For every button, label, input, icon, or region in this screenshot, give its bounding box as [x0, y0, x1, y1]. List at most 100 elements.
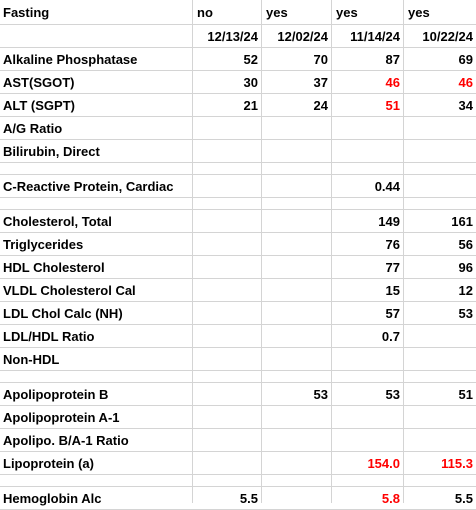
value-cell[interactable] [193, 279, 261, 301]
value-cell[interactable]: 21 [243, 97, 258, 113]
value-cell[interactable] [262, 429, 331, 451]
table-row[interactable]: VLDL Cholesterol Cal 15 12 [0, 279, 476, 302]
value-cell[interactable] [404, 140, 476, 162]
value-cell[interactable] [262, 348, 331, 370]
value-cell[interactable]: 69 [458, 51, 473, 67]
value-cell[interactable] [404, 175, 476, 197]
table-row[interactable]: A/G Ratio [0, 117, 476, 140]
fasting-status-cell[interactable]: yes [408, 4, 430, 20]
date-row[interactable]: 12/13/24 12/02/24 11/14/24 10/22/24 [0, 25, 476, 48]
value-cell[interactable]: 0.44 [374, 178, 400, 194]
table-row[interactable]: HDL Cholesterol 77 96 [0, 256, 476, 279]
value-cell[interactable] [193, 302, 261, 324]
spacer-row[interactable] [0, 371, 476, 383]
value-cell[interactable] [262, 256, 331, 278]
value-cell[interactable] [193, 383, 261, 405]
value-cell[interactable] [193, 256, 261, 278]
value-cell[interactable]: 34 [458, 97, 473, 113]
value-cell[interactable] [193, 406, 261, 428]
flagged-value-cell[interactable]: 46 [458, 74, 473, 90]
value-cell[interactable]: 53 [313, 386, 328, 402]
value-cell[interactable]: 96 [458, 259, 473, 275]
value-cell[interactable] [262, 302, 331, 324]
value-cell[interactable] [193, 117, 261, 139]
test-name-cell[interactable]: Apolipoprotein B [3, 386, 109, 402]
fasting-label[interactable]: Fasting [3, 4, 50, 20]
value-cell[interactable] [404, 348, 476, 370]
value-cell[interactable] [193, 325, 261, 347]
value-cell[interactable] [193, 175, 261, 197]
value-cell[interactable] [193, 210, 261, 232]
table-row[interactable]: LDL Chol Calc (NH) 57 53 [0, 302, 476, 325]
table-row[interactable]: AST(SGOT) 30 37 46 46 [0, 71, 476, 94]
fasting-status-cell[interactable]: no [197, 4, 213, 20]
value-cell[interactable] [193, 429, 261, 451]
spacer-row[interactable] [0, 198, 476, 210]
value-cell[interactable] [404, 325, 476, 347]
flagged-value-cell[interactable]: 51 [385, 97, 400, 113]
value-cell[interactable] [262, 175, 331, 197]
table-row[interactable]: Cholesterol, Total 149 161 [0, 210, 476, 233]
value-cell[interactable]: 5.5 [239, 490, 258, 506]
value-cell[interactable] [262, 279, 331, 301]
value-cell[interactable] [332, 117, 403, 139]
value-cell[interactable]: 53 [458, 305, 473, 321]
value-cell[interactable] [404, 117, 476, 139]
test-name-cell[interactable]: Hemoglobin Alc [3, 490, 102, 506]
test-name-cell[interactable]: AST(SGOT) [3, 74, 75, 90]
date-cell[interactable]: 12/02/24 [277, 28, 328, 44]
test-name-cell[interactable]: A/G Ratio [3, 120, 63, 136]
value-cell[interactable] [262, 140, 331, 162]
test-name-cell[interactable]: C-Reactive Protein, Cardiac [3, 178, 174, 194]
value-cell[interactable] [332, 140, 403, 162]
table-row[interactable]: Alkaline Phosphatase 52 70 87 69 [0, 48, 476, 71]
value-cell[interactable] [193, 348, 261, 370]
test-name-cell[interactable]: VLDL Cholesterol Cal [3, 282, 136, 298]
table-row[interactable]: Apolipo. B/A-1 Ratio [0, 429, 476, 452]
date-cell[interactable]: 12/13/24 [207, 28, 258, 44]
fasting-status-cell[interactable]: yes [336, 4, 358, 20]
value-cell[interactable] [262, 487, 331, 509]
table-row[interactable]: Triglycerides 76 56 [0, 233, 476, 256]
value-cell[interactable]: 15 [385, 282, 400, 298]
value-cell[interactable] [404, 429, 476, 451]
value-cell[interactable]: 70 [313, 51, 328, 67]
test-name-cell[interactable]: Alkaline Phosphatase [3, 51, 138, 67]
value-cell[interactable] [262, 233, 331, 255]
value-cell[interactable] [332, 406, 403, 428]
test-name-cell[interactable]: HDL Cholesterol [3, 259, 105, 275]
test-name-cell[interactable]: Triglycerides [3, 236, 84, 252]
value-cell[interactable]: 37 [313, 74, 328, 90]
value-cell[interactable] [262, 210, 331, 232]
value-cell[interactable] [262, 406, 331, 428]
value-cell[interactable]: 51 [458, 386, 473, 402]
value-cell[interactable]: 161 [451, 213, 473, 229]
date-cell[interactable]: 11/14/24 [350, 28, 400, 44]
value-cell[interactable]: 53 [385, 386, 400, 402]
table-row[interactable]: Hemoglobin Alc 5.5 5.8 5.5 [0, 487, 476, 510]
flagged-value-cell[interactable]: 115.3 [441, 455, 473, 471]
table-row[interactable]: Apolipoprotein B 53 53 51 [0, 383, 476, 406]
value-cell[interactable]: 87 [385, 51, 400, 67]
flagged-value-cell[interactable]: 46 [385, 74, 400, 90]
value-cell[interactable]: 24 [313, 97, 328, 113]
value-cell[interactable]: 77 [385, 259, 400, 275]
table-row[interactable]: Lipoprotein (a) 154.0 115.3 [0, 452, 476, 475]
value-cell[interactable] [262, 325, 331, 347]
spacer-row[interactable] [0, 163, 476, 175]
table-row[interactable]: Non-HDL [0, 348, 476, 371]
fasting-row[interactable]: Fasting no yes yes yes [0, 0, 476, 25]
test-name-cell[interactable]: Apolipo. B/A-1 Ratio [3, 432, 129, 448]
date-cell[interactable]: 10/22/24 [422, 28, 473, 44]
value-cell[interactable]: 0.7 [381, 328, 400, 344]
test-name-cell[interactable]: Non-HDL [3, 351, 60, 367]
value-cell[interactable] [262, 117, 331, 139]
flagged-value-cell[interactable]: 154.0 [367, 455, 400, 471]
value-cell[interactable] [193, 140, 261, 162]
table-row[interactable]: C-Reactive Protein, Cardiac 0.44 [0, 175, 476, 198]
value-cell[interactable]: 5.5 [454, 490, 473, 506]
table-row[interactable]: LDL/HDL Ratio 0.7 [0, 325, 476, 348]
test-name-cell[interactable]: Apolipoprotein A-1 [3, 409, 120, 425]
value-cell[interactable] [404, 406, 476, 428]
value-cell[interactable] [262, 452, 331, 474]
